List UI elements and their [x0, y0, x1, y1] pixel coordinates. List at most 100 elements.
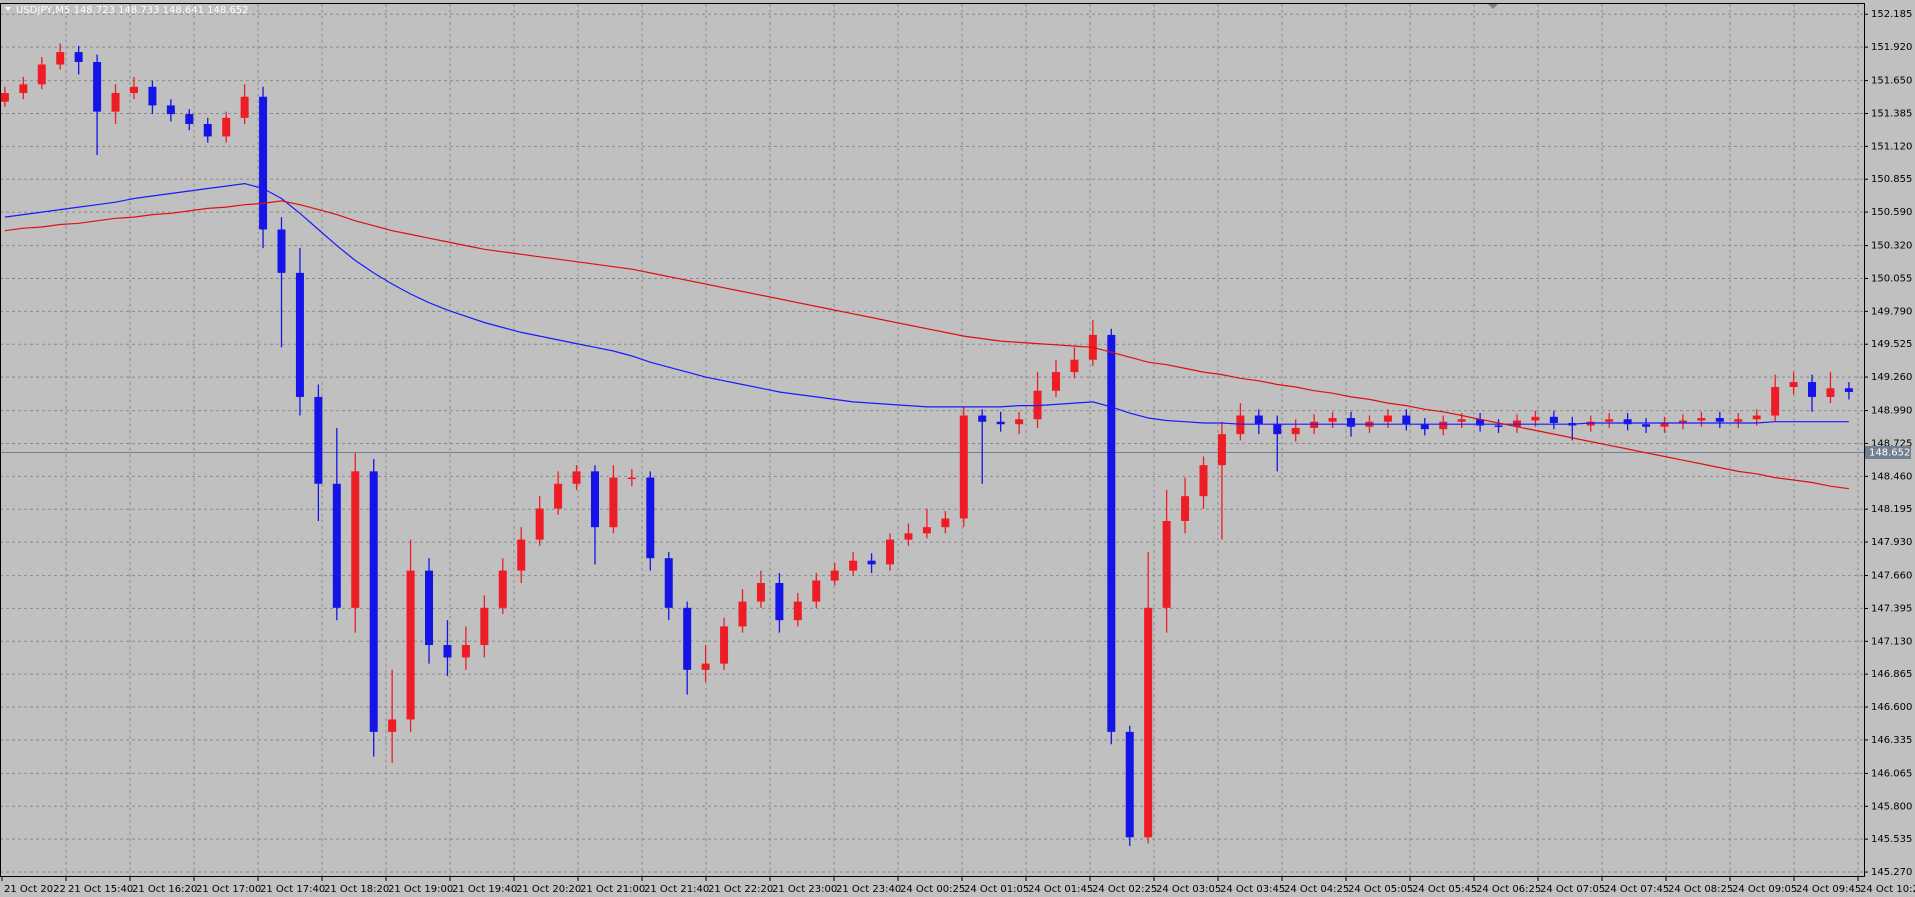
candle-body — [1734, 419, 1743, 422]
x-tick-label: 21 Oct 17:40 — [260, 884, 325, 895]
candle-body — [1715, 418, 1724, 422]
candle-body — [1752, 415, 1761, 420]
candle-body — [93, 62, 102, 112]
x-tick-label: 24 Oct 04:25 — [1284, 884, 1349, 895]
candle-body — [1144, 607, 1153, 838]
candle-body — [1310, 421, 1319, 428]
x-tick-label: 24 Oct 05:05 — [1348, 884, 1413, 895]
candle-body — [683, 607, 692, 670]
x-tick-label: 24 Oct 05:45 — [1412, 884, 1477, 895]
y-tick-label: 146.065 — [1871, 768, 1912, 779]
candle-body — [922, 527, 931, 534]
candle-body — [443, 645, 452, 658]
candle-body — [1623, 419, 1632, 425]
x-tick-label: 24 Oct 01:05 — [964, 884, 1029, 895]
y-tick-label: 149.525 — [1871, 339, 1912, 350]
candle-body — [498, 570, 507, 608]
x-tick-label: 24 Oct 09:45 — [1796, 884, 1861, 895]
plot — [0, 43, 1853, 846]
x-tick-label: 24 Oct 00:25 — [900, 884, 965, 895]
candle-body — [1642, 424, 1651, 427]
candle-body — [1457, 419, 1466, 422]
moving-average — [4, 182, 1849, 425]
candle-body — [1291, 427, 1300, 435]
candle-body — [517, 539, 526, 571]
x-tick-label: 21 Oct 23:40 — [836, 884, 901, 895]
candle-body — [1383, 415, 1392, 422]
candle-body — [1494, 425, 1503, 427]
candle-body — [259, 96, 268, 230]
x-tick-label: 21 Oct 19:40 — [452, 884, 517, 895]
candle-body — [1254, 415, 1263, 425]
candle-body — [351, 471, 360, 608]
y-tick-label: 148.195 — [1871, 504, 1912, 515]
candle-body — [720, 626, 729, 664]
chart-header: USDJPY,M5 148.723 148.733 148.641 148.65… — [16, 5, 249, 16]
candle-body — [1015, 419, 1024, 425]
y-tick-label: 150.590 — [1871, 207, 1912, 218]
x-tick-label: 21 Oct 17:00 — [196, 884, 261, 895]
y-tick-label: 149.790 — [1871, 306, 1912, 317]
y-tick-label: 150.855 — [1871, 174, 1912, 185]
candle-body — [1125, 731, 1134, 838]
candle-body — [0, 93, 9, 102]
grid — [0, 3, 1864, 877]
current-price-tag — [1865, 446, 1911, 460]
candle-body — [756, 583, 765, 602]
candle-body — [1789, 382, 1798, 388]
collapse-arrow[interactable] — [5, 7, 11, 11]
y-tick-label: 147.395 — [1871, 603, 1912, 614]
plot-frame — [0, 3, 1865, 877]
candle-body — [19, 84, 28, 94]
x-tick-label: 24 Oct 03:45 — [1220, 884, 1285, 895]
candle-body — [74, 52, 83, 63]
candle-body — [388, 719, 397, 732]
candle-body — [978, 415, 987, 422]
current-price-label: 148.652 — [1869, 448, 1910, 459]
candle-body — [867, 560, 876, 565]
y-tick-label: 147.130 — [1871, 636, 1912, 647]
candle-body — [480, 607, 489, 646]
candle-body — [1844, 388, 1853, 392]
x-tick-label: 21 Oct 18:20 — [324, 884, 389, 895]
y-tick-label: 148.990 — [1871, 406, 1912, 417]
candle-body — [886, 539, 895, 565]
candle-body — [406, 570, 415, 720]
x-tick-label: 24 Oct 03:05 — [1156, 884, 1221, 895]
candle-body — [941, 518, 950, 528]
y-tick-label: 146.335 — [1871, 735, 1912, 746]
candle-body — [959, 415, 968, 519]
x-tick-label: 21 Oct 23:00 — [772, 884, 837, 895]
candle-body — [701, 663, 710, 670]
candle-body — [185, 114, 194, 125]
candle-body — [1273, 424, 1282, 435]
x-tick-label: 21 Oct 19:00 — [388, 884, 453, 895]
y-tick-label: 150.320 — [1871, 241, 1912, 252]
candle-body — [646, 477, 655, 559]
candle-body — [461, 645, 470, 658]
candle-body — [1347, 418, 1356, 427]
x-tick-label: 24 Oct 07:45 — [1604, 884, 1669, 895]
candle-body — [1771, 387, 1780, 416]
candle-body — [148, 86, 157, 106]
candle-body — [1605, 419, 1614, 422]
candle-body — [627, 477, 636, 480]
y-tick-label: 151.920 — [1871, 42, 1912, 53]
x-tick-label: 24 Oct 02:25 — [1092, 884, 1157, 895]
candle-body — [277, 229, 286, 273]
candle-body — [1660, 422, 1669, 427]
candle-body — [1476, 419, 1485, 426]
x-tick-label: 21 Oct 15:40 — [68, 884, 133, 895]
candle-body — [1697, 418, 1706, 421]
candle-body — [129, 86, 138, 94]
candle-body — [295, 272, 304, 397]
candle-body — [1826, 388, 1835, 397]
candle-body — [572, 471, 581, 484]
y-tick-label: 149.260 — [1871, 372, 1912, 383]
y-tick-label: 145.800 — [1871, 801, 1912, 812]
candle-body — [904, 533, 913, 540]
x-tick-label: 24 Oct 01:45 — [1028, 884, 1093, 895]
y-tick-label: 150.055 — [1871, 273, 1912, 284]
